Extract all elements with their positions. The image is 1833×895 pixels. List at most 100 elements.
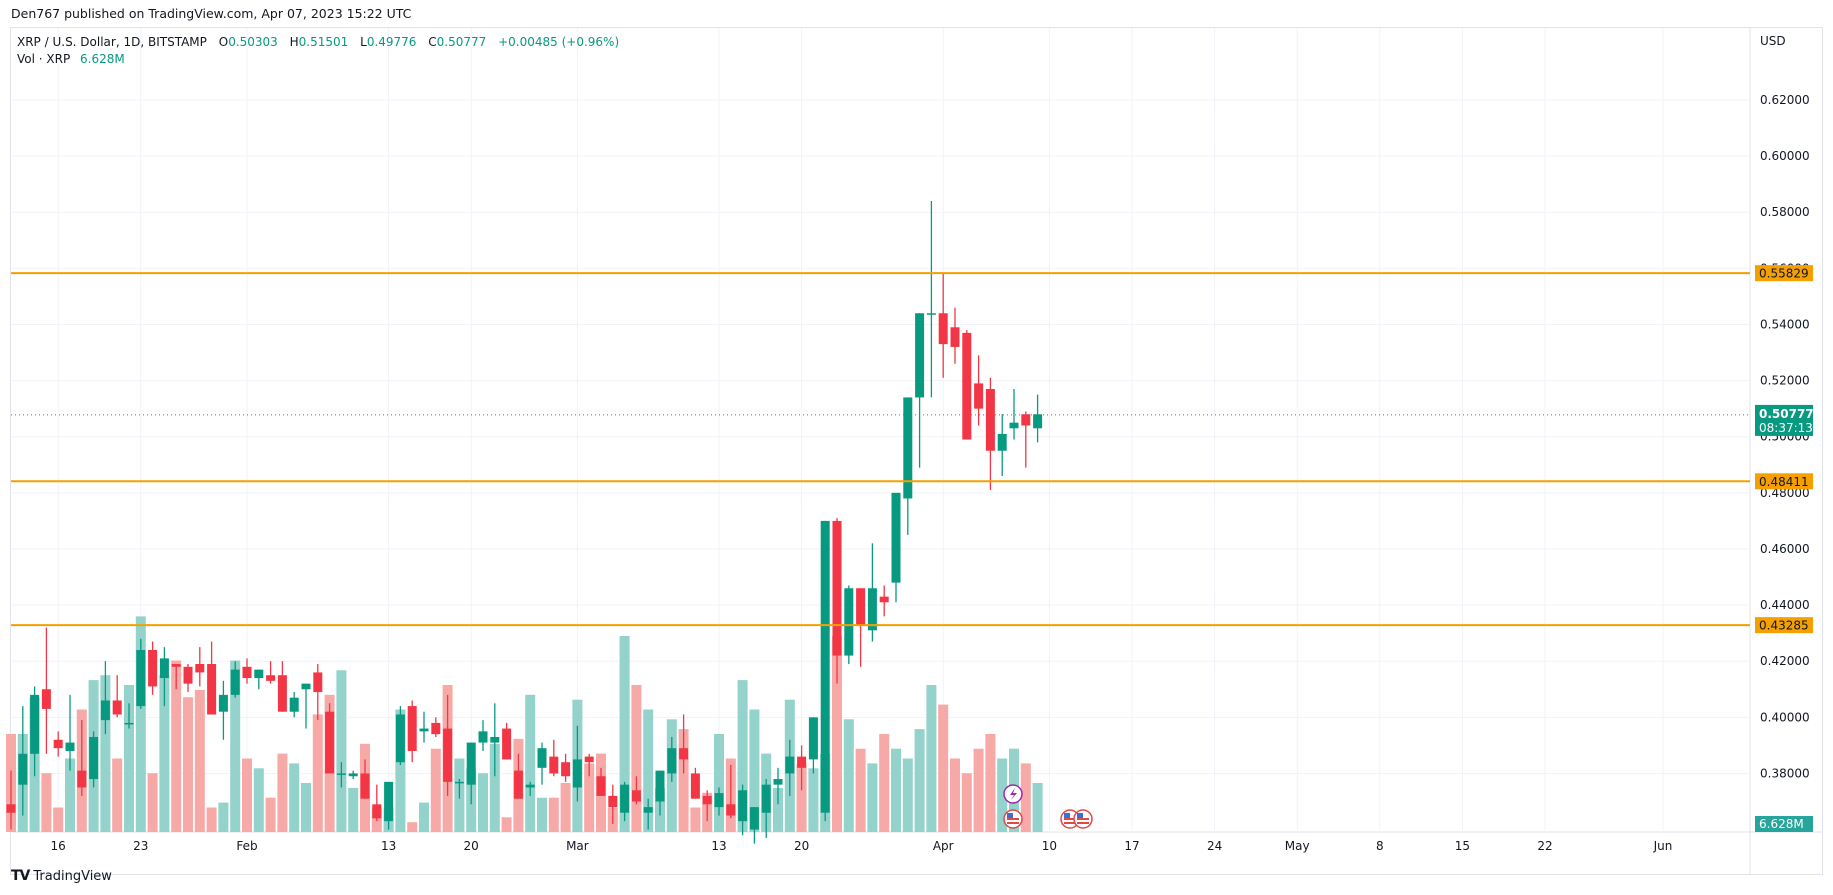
candle-body xyxy=(856,588,866,625)
candle-body xyxy=(443,728,453,782)
price-tick: 0.44000 xyxy=(1760,598,1810,612)
volume-bar xyxy=(714,734,724,832)
time-tick: 22 xyxy=(1537,839,1552,853)
candle-body xyxy=(844,588,854,656)
candle-body xyxy=(53,739,63,749)
candle-body xyxy=(325,711,335,774)
candle-body xyxy=(797,756,807,768)
candle-body xyxy=(18,753,28,785)
volume-label[interactable]: Vol · XRP xyxy=(17,52,71,66)
volume-bar xyxy=(289,763,300,832)
volume-bars xyxy=(6,616,1043,832)
time-axis[interactable]: 16 23 Feb 13 20 Mar 13 20 Apr 10 17 24 May 8 15 22 Jun xyxy=(51,839,1673,853)
candle-body xyxy=(572,759,582,788)
chart-frame xyxy=(10,27,1823,875)
price-tick: 0.42000 xyxy=(1760,654,1810,668)
lightning-event-icon[interactable] xyxy=(1003,784,1023,804)
horizontal-levels xyxy=(11,272,1750,627)
price-tick: 0.54000 xyxy=(1760,317,1810,331)
volume-bar xyxy=(171,660,182,832)
tradingview-logo-icon: TV xyxy=(11,868,30,884)
volume-bar xyxy=(643,709,654,832)
level-price-tag xyxy=(1755,617,1813,634)
volume-value: 6.628M xyxy=(80,52,125,66)
volume-bar xyxy=(206,807,217,832)
volume-bar xyxy=(879,734,890,832)
volume-bar xyxy=(395,709,406,832)
candle-body xyxy=(384,781,394,822)
candle-body xyxy=(643,807,653,813)
candle-body xyxy=(773,779,783,785)
time-tick: 16 xyxy=(51,839,66,853)
candle-body xyxy=(65,742,75,751)
price-tick: 0.60000 xyxy=(1760,149,1810,163)
candle-body xyxy=(6,804,16,813)
candle-body xyxy=(679,748,689,760)
candle-body xyxy=(702,795,712,805)
time-tick: 15 xyxy=(1455,839,1470,853)
candle-body xyxy=(242,666,252,679)
candle-body xyxy=(915,313,925,398)
time-tick: 20 xyxy=(794,839,809,853)
candle-body xyxy=(1033,414,1043,429)
volume-bar xyxy=(1032,783,1043,832)
volume-bar xyxy=(891,748,901,832)
symbol-title[interactable]: XRP / U.S. Dollar, 1D, BITSTAMP xyxy=(17,35,207,49)
close-label: C xyxy=(428,35,437,49)
events xyxy=(1003,784,1093,829)
candle-body xyxy=(620,784,630,813)
volume-bar xyxy=(312,714,323,832)
candle-body xyxy=(561,762,571,777)
volume-bar xyxy=(159,675,170,832)
brand-name: TradingView xyxy=(33,868,112,884)
candle-body xyxy=(159,658,169,679)
candle-body xyxy=(207,664,217,715)
candle-body xyxy=(1009,422,1019,429)
candle-body xyxy=(301,683,311,690)
close-value: 0.50777 xyxy=(436,35,487,49)
time-tick: 23 xyxy=(133,839,148,853)
candle-body xyxy=(360,773,370,799)
candle-body xyxy=(230,669,240,695)
volume-bar xyxy=(1020,763,1031,832)
volume-bar xyxy=(253,768,264,832)
level-price-tag xyxy=(1755,265,1813,282)
volume-bar xyxy=(796,763,807,832)
volume-bar xyxy=(690,807,701,832)
volume-bar xyxy=(985,734,996,832)
volume-bar xyxy=(194,689,205,832)
candle-body xyxy=(879,596,889,603)
candle-body xyxy=(30,694,40,754)
volume-bar xyxy=(478,773,488,832)
candle-body xyxy=(761,784,771,813)
volume-bar xyxy=(135,616,146,832)
volume-bar xyxy=(619,636,630,832)
price-axis[interactable]: USD 0.38000 0.40000 0.42000 0.44000 0.46000 0.… xyxy=(1755,34,1814,832)
volume-tag xyxy=(1755,816,1813,832)
candle-body xyxy=(891,492,901,583)
candle-body xyxy=(584,756,594,763)
candle-body xyxy=(726,804,736,816)
candle-body xyxy=(254,669,264,679)
change-value: +0.00485 (+0.96%) xyxy=(498,35,620,49)
footer-brand[interactable]: TV TradingView xyxy=(11,868,112,884)
chart-legend: XRP / U.S. Dollar, 1D, BITSTAMP O0.50303… xyxy=(17,34,619,68)
candle-body xyxy=(336,773,346,775)
volume-bar xyxy=(902,758,913,832)
candle-body xyxy=(490,736,500,743)
price-tick: 0.40000 xyxy=(1760,710,1810,724)
candle-body xyxy=(785,756,795,774)
volume-bar xyxy=(537,797,547,832)
volume-bar xyxy=(832,636,842,832)
candle-body xyxy=(513,770,523,799)
grid xyxy=(11,28,1750,832)
volume-bar xyxy=(301,783,311,832)
candle-body xyxy=(525,784,535,788)
us-flag-event-icon[interactable] xyxy=(1003,809,1023,829)
volume-bar xyxy=(265,797,276,832)
us-flag-event-icon[interactable] xyxy=(1073,809,1093,829)
time-tick: 10 xyxy=(1042,839,1057,853)
candle-body xyxy=(289,697,299,712)
candle-body xyxy=(89,736,99,780)
